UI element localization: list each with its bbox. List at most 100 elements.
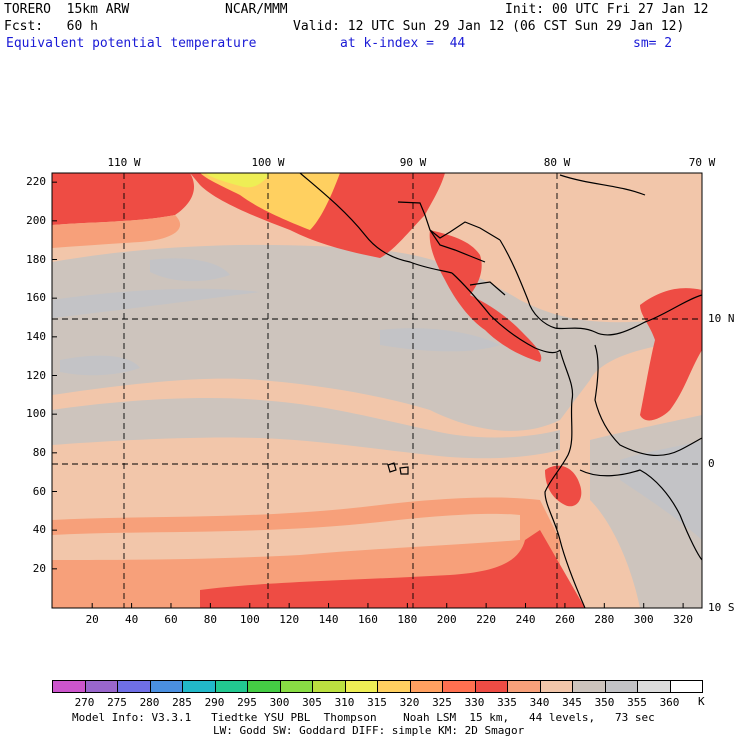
x-tick-label: 140 (318, 613, 339, 626)
colorbar-label: 325 (432, 696, 452, 709)
field-name: Equivalent potential temperature (6, 36, 257, 51)
smoothing-label: sm= 2 (633, 36, 673, 51)
colorbar-swatch (474, 680, 508, 693)
x-tick-label: 100 (239, 613, 260, 626)
colorbar-label: 315 (367, 696, 387, 709)
colorbar-label: 295 (237, 696, 257, 709)
x-tick-label: 180 (397, 613, 418, 626)
colorbar-swatch (539, 680, 573, 693)
y-tick-label: 100 (26, 407, 46, 421)
border-central-1 (429, 229, 486, 263)
x-tick-label: 240 (515, 613, 536, 626)
x-tick-label: 280 (594, 613, 615, 626)
colorbar-label: 305 (302, 696, 322, 709)
border-peru (579, 469, 702, 561)
field-pacific-red (52, 173, 195, 225)
colorbar-swatch (214, 680, 248, 693)
colorbar-swatch (669, 680, 703, 693)
coastline-colombia (544, 349, 586, 608)
colorbar-label: 350 (594, 696, 615, 709)
colorbar-swatch (52, 680, 86, 693)
colorbar-swatch (572, 680, 606, 693)
x-tick-label: 300 (633, 613, 654, 626)
colorbar-label: 285 (172, 696, 192, 709)
level-label: at k-index = 44 (340, 36, 466, 51)
coastline-caribbean (499, 239, 556, 329)
y-tick-label: 40 (32, 523, 46, 537)
field-patch-d (380, 328, 500, 352)
model-info: Model Info: V3.3.1 Tiedtke YSU PBL Thomp… (72, 711, 655, 724)
y-tick-label: 200 (26, 213, 46, 227)
x-tick-label: 40 (124, 613, 139, 626)
colorbar-label: 270 (74, 696, 95, 709)
colorbar-swatch (377, 680, 411, 693)
longitude-label: 80 W (543, 156, 571, 169)
field-mexico-yellow (205, 173, 270, 188)
latitude-label: 0 (708, 457, 715, 470)
colorbar-label: 310 (334, 696, 355, 709)
x-tick-label: 60 (164, 613, 178, 626)
colorbar-swatch (507, 680, 541, 693)
colorbar-label: 355 (627, 696, 647, 709)
y-tick-label: 220 (26, 175, 46, 189)
y-tick-label: 140 (26, 329, 46, 343)
coastline-pacific-central (451, 272, 561, 354)
island-cuba (559, 174, 646, 196)
field-caribbean-red (640, 288, 702, 421)
border-colombia (594, 344, 702, 456)
colorbar-swatch (344, 680, 378, 693)
x-tick-label: 20 (85, 613, 99, 626)
latitude-label: 10 N (708, 312, 735, 325)
longitude-label: 70 W (688, 156, 716, 169)
field-patch-c (150, 258, 230, 282)
field-band-mid (52, 398, 560, 459)
latitude-label: 10 S (708, 601, 735, 614)
x-tick-label: 120 (279, 613, 300, 626)
x-tick-label: 220 (476, 613, 497, 626)
colorbar-label: 320 (399, 696, 420, 709)
y-tick-label: 180 (26, 252, 46, 266)
colorbar-label: 290 (204, 696, 225, 709)
y-tick-label: 60 (32, 484, 46, 498)
colorbar-swatch (182, 680, 216, 693)
border-central-2 (469, 281, 506, 296)
longitude-label: 110 W (107, 156, 141, 169)
forecast-hour: Fcst: 60 h (4, 19, 98, 34)
colorbar-label: 340 (529, 696, 550, 709)
x-tick-label: 260 (554, 613, 575, 626)
x-tick-label: 320 (673, 613, 694, 626)
plot-frame (51, 172, 703, 609)
coastline-panama (554, 294, 702, 336)
colorbar-label: 335 (497, 696, 517, 709)
y-tick-label: 120 (26, 368, 46, 382)
colorbar-swatch (247, 680, 281, 693)
longitude-label: 90 W (399, 156, 427, 169)
colorbar-unit: K (698, 695, 705, 708)
coastline-yucatan (397, 201, 501, 241)
x-tick-label: 80 (203, 613, 217, 626)
colorbar-swatch (279, 680, 313, 693)
y-tick-label: 20 (32, 561, 46, 575)
physics-info: LW: Godd SW: Goddard DIFF: simple KM: 2D… (213, 724, 525, 737)
init-time: Init: 00 UTC Fri 27 Jan 12 (505, 2, 709, 17)
y-tick-label: 80 (32, 445, 46, 459)
field-central-red (429, 230, 542, 362)
colorbar-swatch (149, 680, 183, 693)
colorbar-swatch (312, 680, 346, 693)
colorbar-swatch (442, 680, 476, 693)
field-mexico-orange (200, 173, 340, 230)
y-tick-label: 160 (26, 291, 46, 305)
field-south-inner (52, 513, 520, 560)
colorbar-swatch (637, 680, 671, 693)
x-tick-label: 200 (436, 613, 457, 626)
colorbar-swatch (604, 680, 638, 693)
coastline-mexico (299, 173, 453, 274)
colorbar-label: 275 (107, 696, 127, 709)
colorbar-label: 280 (139, 696, 160, 709)
colorbar-swatch (117, 680, 151, 693)
field-patch-e (60, 355, 140, 376)
org-label: NCAR/MMM (225, 2, 288, 17)
colorbar-label: 300 (269, 696, 290, 709)
colorbar-swatch (84, 680, 118, 693)
